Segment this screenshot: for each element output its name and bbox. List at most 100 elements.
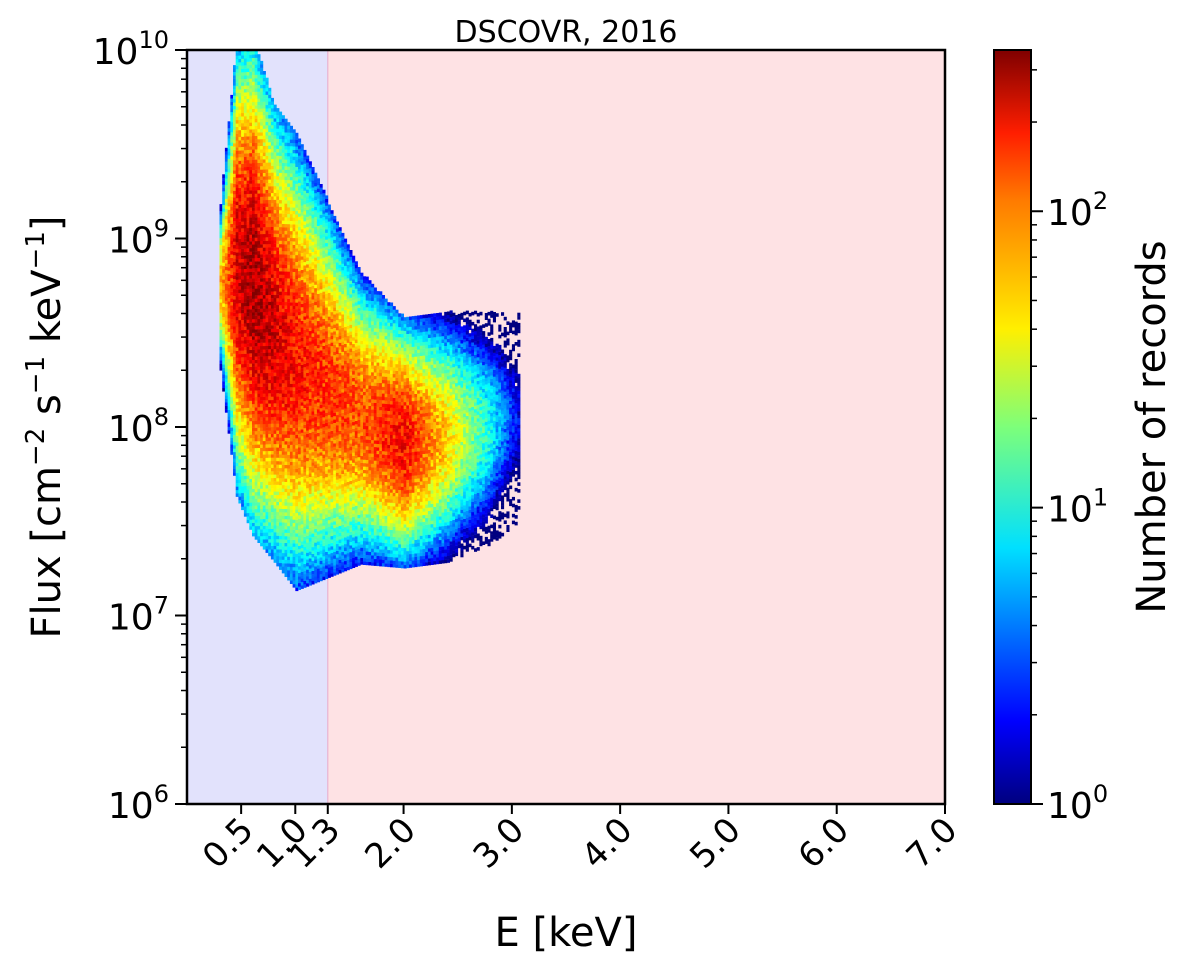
- heat-cell: [235, 150, 239, 155]
- heat-cell: [249, 146, 253, 150]
- heat-cell: [238, 404, 242, 409]
- heat-cell: [265, 467, 269, 472]
- heat-cell: [292, 390, 296, 395]
- heat-cell: [235, 167, 239, 172]
- heat-cell: [241, 425, 245, 429]
- heat-cell: [219, 350, 223, 354]
- heat-cell: [257, 254, 261, 258]
- heat-cell: [233, 258, 237, 263]
- heat-cell: [260, 206, 264, 211]
- heat-cell: [224, 151, 228, 155]
- heat-cell: [295, 509, 299, 514]
- heat-cell: [227, 355, 231, 360]
- heat-cell: [249, 400, 253, 405]
- heat-cell: [262, 423, 266, 428]
- heat-cell: [314, 518, 318, 523]
- heat-cell: [284, 312, 288, 316]
- heat-cell: [298, 226, 302, 231]
- heat-cell: [279, 196, 283, 201]
- heat-cell: [270, 237, 274, 241]
- heat-cell: [306, 301, 310, 306]
- heat-cell: [276, 403, 280, 407]
- heat-cell: [233, 71, 237, 76]
- heat-cell: [249, 217, 253, 222]
- heat-cell: [260, 278, 264, 282]
- heat-cell: [295, 139, 299, 144]
- heat-cell: [273, 311, 277, 316]
- heat-cell: [268, 142, 272, 146]
- heat-cell: [300, 371, 304, 376]
- heat-cell: [257, 356, 261, 360]
- heat-cell: [311, 506, 315, 510]
- heat-cell: [325, 565, 329, 569]
- heat-cell: [257, 108, 261, 113]
- heat-cell: [287, 393, 291, 398]
- heat-cell: [270, 430, 274, 434]
- heat-cell: [325, 402, 329, 406]
- heat-cell: [243, 377, 247, 381]
- heat-cell: [325, 470, 329, 474]
- heat-cell: [252, 373, 256, 377]
- heat-cell: [322, 216, 326, 221]
- heat-cell: [246, 115, 250, 120]
- heat-cell: [276, 192, 280, 197]
- heat-cell: [295, 251, 299, 256]
- heat-cell: [243, 278, 247, 283]
- heat-cell: [252, 264, 256, 269]
- heat-cell: [238, 459, 242, 463]
- heat-cell: [308, 558, 312, 562]
- heat-cell: [322, 573, 326, 577]
- heat-cell: [222, 228, 226, 233]
- heat-cell: [311, 340, 315, 344]
- heat-cell: [233, 231, 237, 235]
- heat-cell: [224, 365, 228, 369]
- heat-cell: [246, 163, 250, 167]
- heat-cell: [238, 286, 242, 290]
- heat-cell: [254, 129, 258, 133]
- heat-cell: [246, 390, 250, 395]
- heat-cell: [292, 414, 296, 418]
- heat-cell: [262, 512, 266, 516]
- heat-cell: [235, 333, 239, 338]
- heat-cell: [254, 278, 258, 282]
- heat-cell: [268, 355, 272, 360]
- heat-cell: [279, 549, 283, 553]
- heat-cell: [233, 346, 237, 351]
- heat-cell: [268, 213, 272, 217]
- heat-cell: [306, 444, 310, 448]
- heat-cell: [314, 406, 318, 411]
- heat-cell: [276, 352, 280, 356]
- heat-cell: [295, 363, 299, 368]
- heat-cell: [298, 467, 302, 472]
- heat-cell: [270, 175, 274, 180]
- heat-cell: [287, 254, 291, 259]
- heat-cell: [314, 260, 318, 265]
- heat-cell: [262, 393, 266, 397]
- heat-cell: [235, 106, 239, 111]
- heat-cell: [254, 264, 258, 269]
- heat-cell: [308, 409, 312, 413]
- heat-cell: [303, 584, 307, 588]
- heat-cell: [233, 136, 237, 140]
- heat-cell: [306, 545, 310, 550]
- heat-cell: [287, 539, 291, 544]
- heat-cell: [308, 341, 312, 345]
- heat-cell: [233, 468, 237, 473]
- heat-cell: [316, 303, 320, 308]
- heat-cell: [276, 362, 280, 367]
- heat-cell: [268, 522, 272, 526]
- heat-cell: [295, 526, 299, 530]
- heat-cell: [233, 85, 237, 89]
- heat-cell: [273, 409, 277, 414]
- heat-cell: [257, 176, 261, 180]
- heat-cell: [281, 247, 285, 252]
- heat-cell: [246, 468, 250, 473]
- heat-cell: [303, 339, 307, 344]
- heat-cell: [227, 406, 231, 410]
- heat-cell: [260, 457, 264, 462]
- heat-cell: [235, 123, 239, 127]
- heat-cell: [270, 342, 274, 346]
- heat-cell: [322, 522, 326, 526]
- heat-cell: [241, 258, 245, 263]
- heat-cell: [246, 336, 250, 340]
